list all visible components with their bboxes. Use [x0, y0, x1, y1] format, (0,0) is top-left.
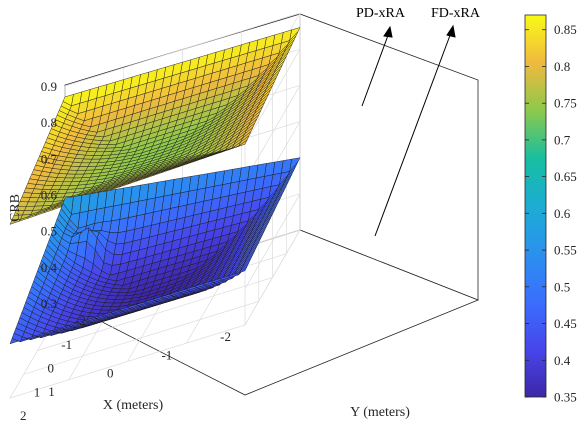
- x-tick-label: -1: [161, 347, 172, 362]
- annotation-arrows: [361, 24, 456, 237]
- surface-patch: [9, 219, 21, 225]
- surface-patch: [9, 338, 21, 345]
- surface-patch: [21, 192, 33, 198]
- colorbar-tick-label: 0.65: [554, 169, 577, 184]
- arrowhead-pd-xra: [383, 25, 393, 38]
- z-tick-label: 0.7: [41, 151, 58, 166]
- surface-fd-xra: [9, 157, 301, 345]
- y-tick-label: 1: [34, 384, 41, 399]
- x-tick-label: -2: [220, 329, 231, 344]
- z-tick-label: 0.4: [41, 260, 58, 275]
- colorbar-tick-label: 0.35: [554, 390, 577, 405]
- arrow-fd-xra: [374, 29, 453, 237]
- z-tick-label: 0.6: [41, 188, 58, 203]
- y-tick-label: 0: [48, 361, 55, 376]
- colorbar-tick-label: 0.8: [554, 59, 570, 74]
- colorbar-tick-label: 0.85: [554, 22, 577, 37]
- arrowhead-fd-xra: [446, 24, 456, 38]
- y-tick-label: 2: [20, 408, 27, 423]
- colorbar-tick-label: 0.55: [554, 243, 577, 258]
- y-tick-label: -2: [75, 313, 86, 328]
- annotation-pd-xra: PD-xRA: [356, 6, 406, 21]
- z-tick-label: 0.3: [41, 296, 57, 311]
- x-tick-label: 1: [48, 384, 55, 399]
- x-tick-label: 0: [107, 366, 114, 381]
- z-tick-label: 0.5: [41, 224, 57, 239]
- colorbar-tick-label: 0.45: [554, 316, 577, 331]
- grid-line-y: [23, 84, 260, 375]
- colorbar-tick-label: 0.75: [554, 96, 577, 111]
- grid-line-y: [37, 60, 273, 351]
- y-axis-label: Y (meters): [350, 405, 410, 420]
- x-axis-label: X (meters): [103, 398, 164, 413]
- z-tick-label: 0.8: [41, 115, 57, 130]
- annotation-fd-xra: FD-xRA: [431, 6, 481, 21]
- colorbar-tick-label: 0.4: [554, 353, 571, 368]
- arrow-pd-xra: [361, 29, 391, 107]
- z-tick-label: 0.9: [41, 79, 57, 94]
- surfaces: [9, 27, 301, 345]
- colorbar: [524, 14, 547, 398]
- colorbar-tick-label: 0.7: [554, 132, 571, 147]
- colorbar-tick-label: 0.6: [554, 206, 571, 221]
- colorbar-ticks: 0.35 0.4 0.45 0.5 0.55 0.6 0.65 0.7 0.75 0.8 0.85: [525, 22, 577, 405]
- surface-pd-xra: [9, 27, 301, 225]
- z-axis-label: CRB: [8, 194, 23, 222]
- colorbar-tick-label: 0.5: [554, 279, 570, 294]
- y-tick-label: -1: [61, 337, 72, 352]
